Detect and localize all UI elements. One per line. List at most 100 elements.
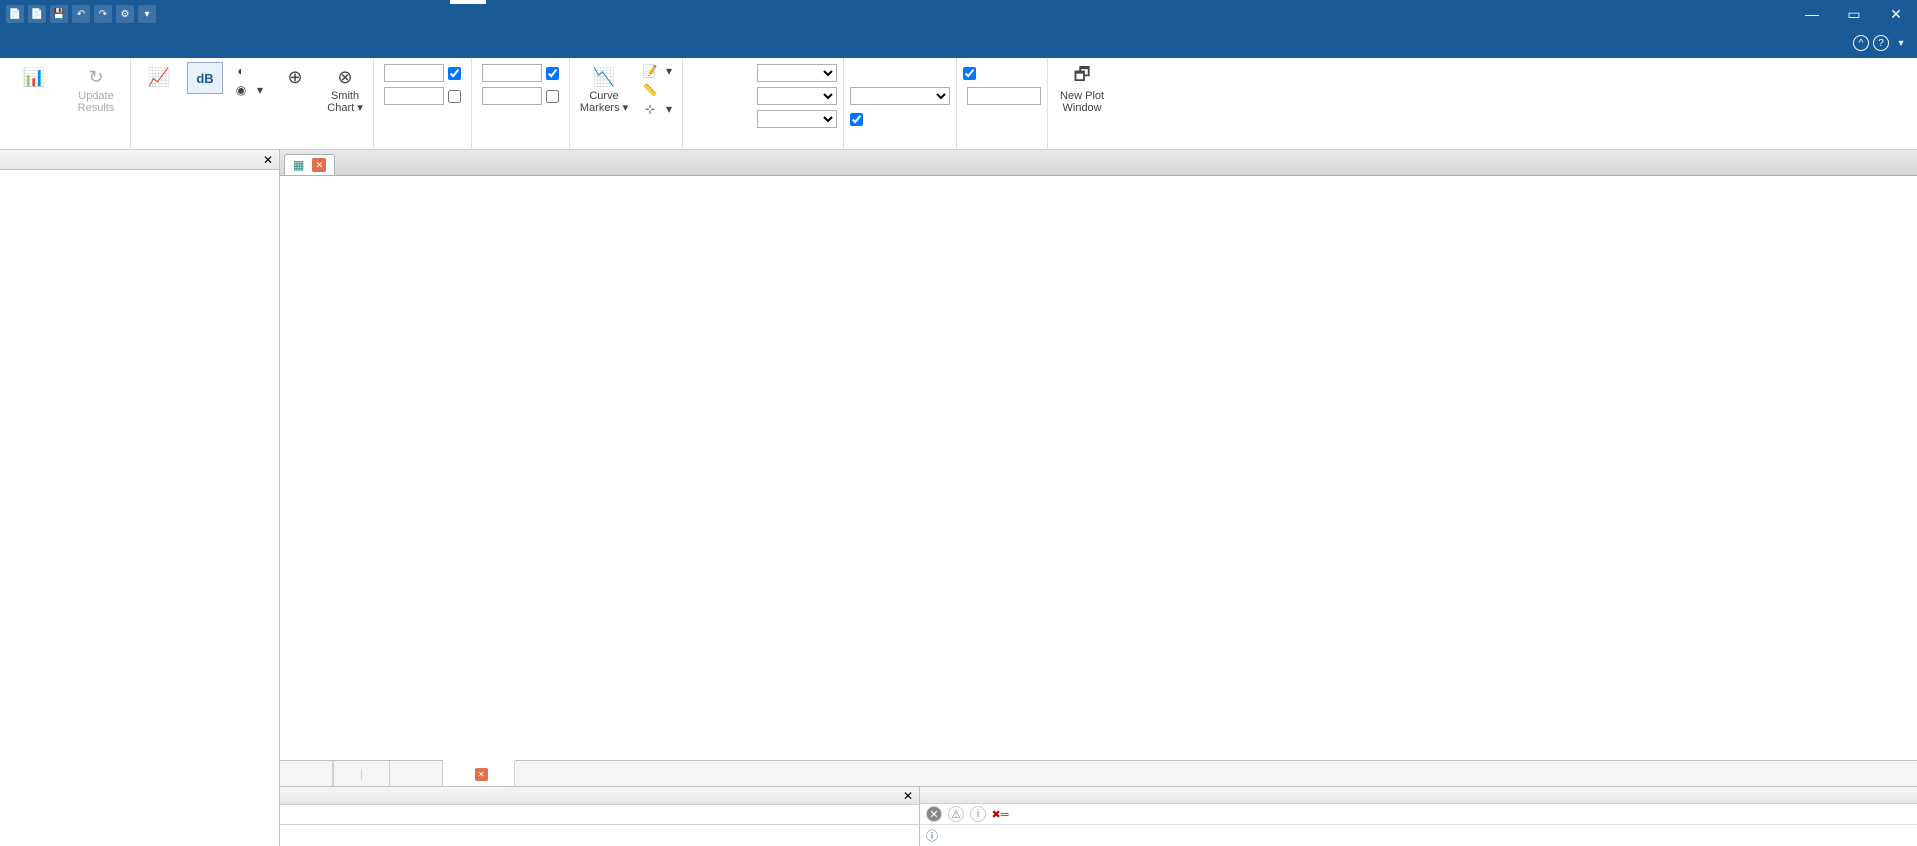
show-legend-checkbox[interactable] <box>850 113 863 126</box>
window-controls: — ▭ ✕ <box>1791 0 1917 28</box>
new-window-icon: 🗗 <box>1067 64 1097 90</box>
xaxis-min-input[interactable] <box>384 64 444 82</box>
clear-icon[interactable]: ✖═ <box>992 806 1008 822</box>
menu-bar: ^ ? ▾ <box>0 28 1917 58</box>
view-tab-1d-results[interactable]: ✕ <box>443 760 515 786</box>
xaxis-log-checkbox[interactable] <box>448 90 461 103</box>
qat-icon[interactable]: ↶ <box>72 5 90 23</box>
xaxis-auto-checkbox[interactable] <box>448 67 461 80</box>
measure-lines-button[interactable]: 📏 <box>638 81 676 99</box>
navigation-tree[interactable] <box>0 170 279 846</box>
dropdown-icon: ▾ <box>257 83 263 97</box>
smith-button[interactable]: ⊗ SmithChart ▾ <box>323 62 367 116</box>
help-dropdown-icon[interactable]: ▾ <box>1893 35 1909 51</box>
message-row: ⓘ <box>920 825 1917 846</box>
update-results-button[interactable]: ↻ UpdateResults <box>68 62 124 116</box>
ribbon-group-windows: 🗗 New PlotWindow <box>1048 58 1116 149</box>
polar-button[interactable]: ⊕ <box>273 62 317 92</box>
help-controls: ^ ? ▾ <box>1853 35 1909 51</box>
qat-icon[interactable]: ↷ <box>94 5 112 23</box>
qat-icon[interactable]: 📄 <box>28 5 46 23</box>
ribbon-group-markers: 📉 CurveMarkers ▾ 📝 ▾ 📏 ⊹ ▾ <box>570 58 683 149</box>
maximize-button[interactable]: ▭ <box>1833 0 1875 28</box>
realimag-button[interactable]: ◉ ▾ <box>229 81 267 99</box>
plot-area[interactable] <box>280 176 1917 760</box>
0d-parameter-select[interactable] <box>757 87 837 105</box>
parameter-list-pane: ✕ <box>280 787 920 846</box>
document-tab[interactable]: ▦ ✕ <box>284 154 335 175</box>
messages-pane: ✕ ⚠ i ✖═ ⓘ <box>920 787 1917 846</box>
smith-icon: ⊗ <box>330 64 360 90</box>
minimize-button[interactable]: — <box>1791 0 1833 28</box>
context-tab <box>450 0 486 4</box>
refresh-icon: ↻ <box>81 64 111 90</box>
properties-icon: 📊 <box>19 64 49 90</box>
no-of-curves-checkbox[interactable] <box>963 67 976 80</box>
parametric-label-select[interactable] <box>850 87 950 105</box>
properties-button[interactable]: 📊 <box>6 62 62 92</box>
curve-markers-button[interactable]: 📉 CurveMarkers ▾ <box>576 62 632 116</box>
ribbon-collapse-icon[interactable]: ^ <box>1853 35 1869 51</box>
yaxis-log-checkbox[interactable] <box>546 90 559 103</box>
ribbon-group-curve-limit <box>957 58 1048 149</box>
db-icon: dB <box>190 65 220 91</box>
ribbon-group-plot-type: 📈 dB ◐ ◉ ▾ ⊕ ⊗ SmithChart ▾ <box>131 58 374 149</box>
quick-access-toolbar: 📄 📄 💾 ↶ ↷ ⚙ ▾ <box>0 5 162 23</box>
main-area: ✕ ▦ ✕ | ✕ ✕ <box>0 150 1917 846</box>
help-icon[interactable]: ? <box>1873 35 1889 51</box>
ribbon: 📊 ↻ UpdateResults 📈 dB ◐ ◉ ▾ <box>0 58 1917 150</box>
ribbon-group-xaxis <box>374 58 472 149</box>
0d-curveset-select[interactable] <box>757 110 837 128</box>
ribbon-group-yaxis <box>472 58 570 149</box>
qat-icon[interactable]: ▾ <box>138 5 156 23</box>
close-button[interactable]: ✕ <box>1875 0 1917 28</box>
phase-button[interactable]: ◐ <box>229 62 267 80</box>
yaxis-auto-checkbox[interactable] <box>546 67 559 80</box>
yaxis-min-input[interactable] <box>482 64 542 82</box>
polar-icon: ⊕ <box>280 64 310 90</box>
ribbon-group-plot-legend <box>844 58 957 149</box>
qat-icon[interactable]: ⚙ <box>116 5 134 23</box>
center-pane: ▦ ✕ | ✕ ✕ ✕ <box>280 150 1917 846</box>
realimag-icon: ◉ <box>233 82 249 98</box>
info-icon: ⓘ <box>926 827 938 844</box>
close-icon[interactable]: ✕ <box>903 789 913 803</box>
parameter-table[interactable] <box>280 805 919 846</box>
linear-button[interactable]: 📈 <box>137 62 181 92</box>
close-icon[interactable]: ✕ <box>475 768 488 781</box>
ribbon-group-0d-axis <box>683 58 844 149</box>
measure-icon: 📏 <box>642 82 658 98</box>
linear-icon: 📈 <box>144 64 174 90</box>
error-filter-icon[interactable]: ✕ <box>926 806 942 822</box>
lower-panes: ✕ ✕ ⚠ i ✖═ ⓘ <box>280 786 1917 846</box>
annotations-icon: 📝 <box>642 63 658 79</box>
s-parameters-chart[interactable] <box>280 176 1917 760</box>
view-tab-schematic[interactable] <box>390 761 443 786</box>
document-tab-bar: ▦ ✕ <box>280 150 1917 176</box>
doc-icon: ▦ <box>293 158 304 172</box>
phase-icon: ◐ <box>233 63 249 79</box>
view-tab-3d[interactable] <box>280 761 333 786</box>
axis-marker-icon: ⊹ <box>642 101 658 117</box>
message-toolbar: ✕ ⚠ i ✖═ <box>920 804 1917 825</box>
info-filter-icon[interactable]: i <box>970 806 986 822</box>
new-plot-window-button[interactable]: 🗗 New PlotWindow <box>1054 62 1110 116</box>
warning-filter-icon[interactable]: ⚠ <box>948 806 964 822</box>
xaxis-max-input[interactable] <box>384 87 444 105</box>
close-tab-icon[interactable]: ✕ <box>312 158 326 172</box>
title-bar: 📄 📄 💾 ↶ ↷ ⚙ ▾ — ▭ ✕ <box>0 0 1917 28</box>
qat-icon[interactable]: 💾 <box>50 5 68 23</box>
navigation-tree-pane: ✕ <box>0 150 280 846</box>
curve-markers-icon: 📉 <box>589 64 619 90</box>
view-tab-bar: | ✕ <box>280 760 1917 786</box>
curve-max-input[interactable] <box>967 87 1041 105</box>
nav-header: ✕ <box>0 150 279 170</box>
qat-icon[interactable]: 📄 <box>6 5 24 23</box>
0d-xaxis-select[interactable] <box>757 64 837 82</box>
db-button[interactable]: dB <box>187 62 223 94</box>
ribbon-group-plot-properties: 📊 ↻ UpdateResults <box>0 58 131 149</box>
annotations-button[interactable]: 📝 ▾ <box>638 62 676 80</box>
axis-marker-button[interactable]: ⊹ ▾ <box>638 100 676 118</box>
close-icon[interactable]: ✕ <box>263 153 273 167</box>
yaxis-max-input[interactable] <box>482 87 542 105</box>
